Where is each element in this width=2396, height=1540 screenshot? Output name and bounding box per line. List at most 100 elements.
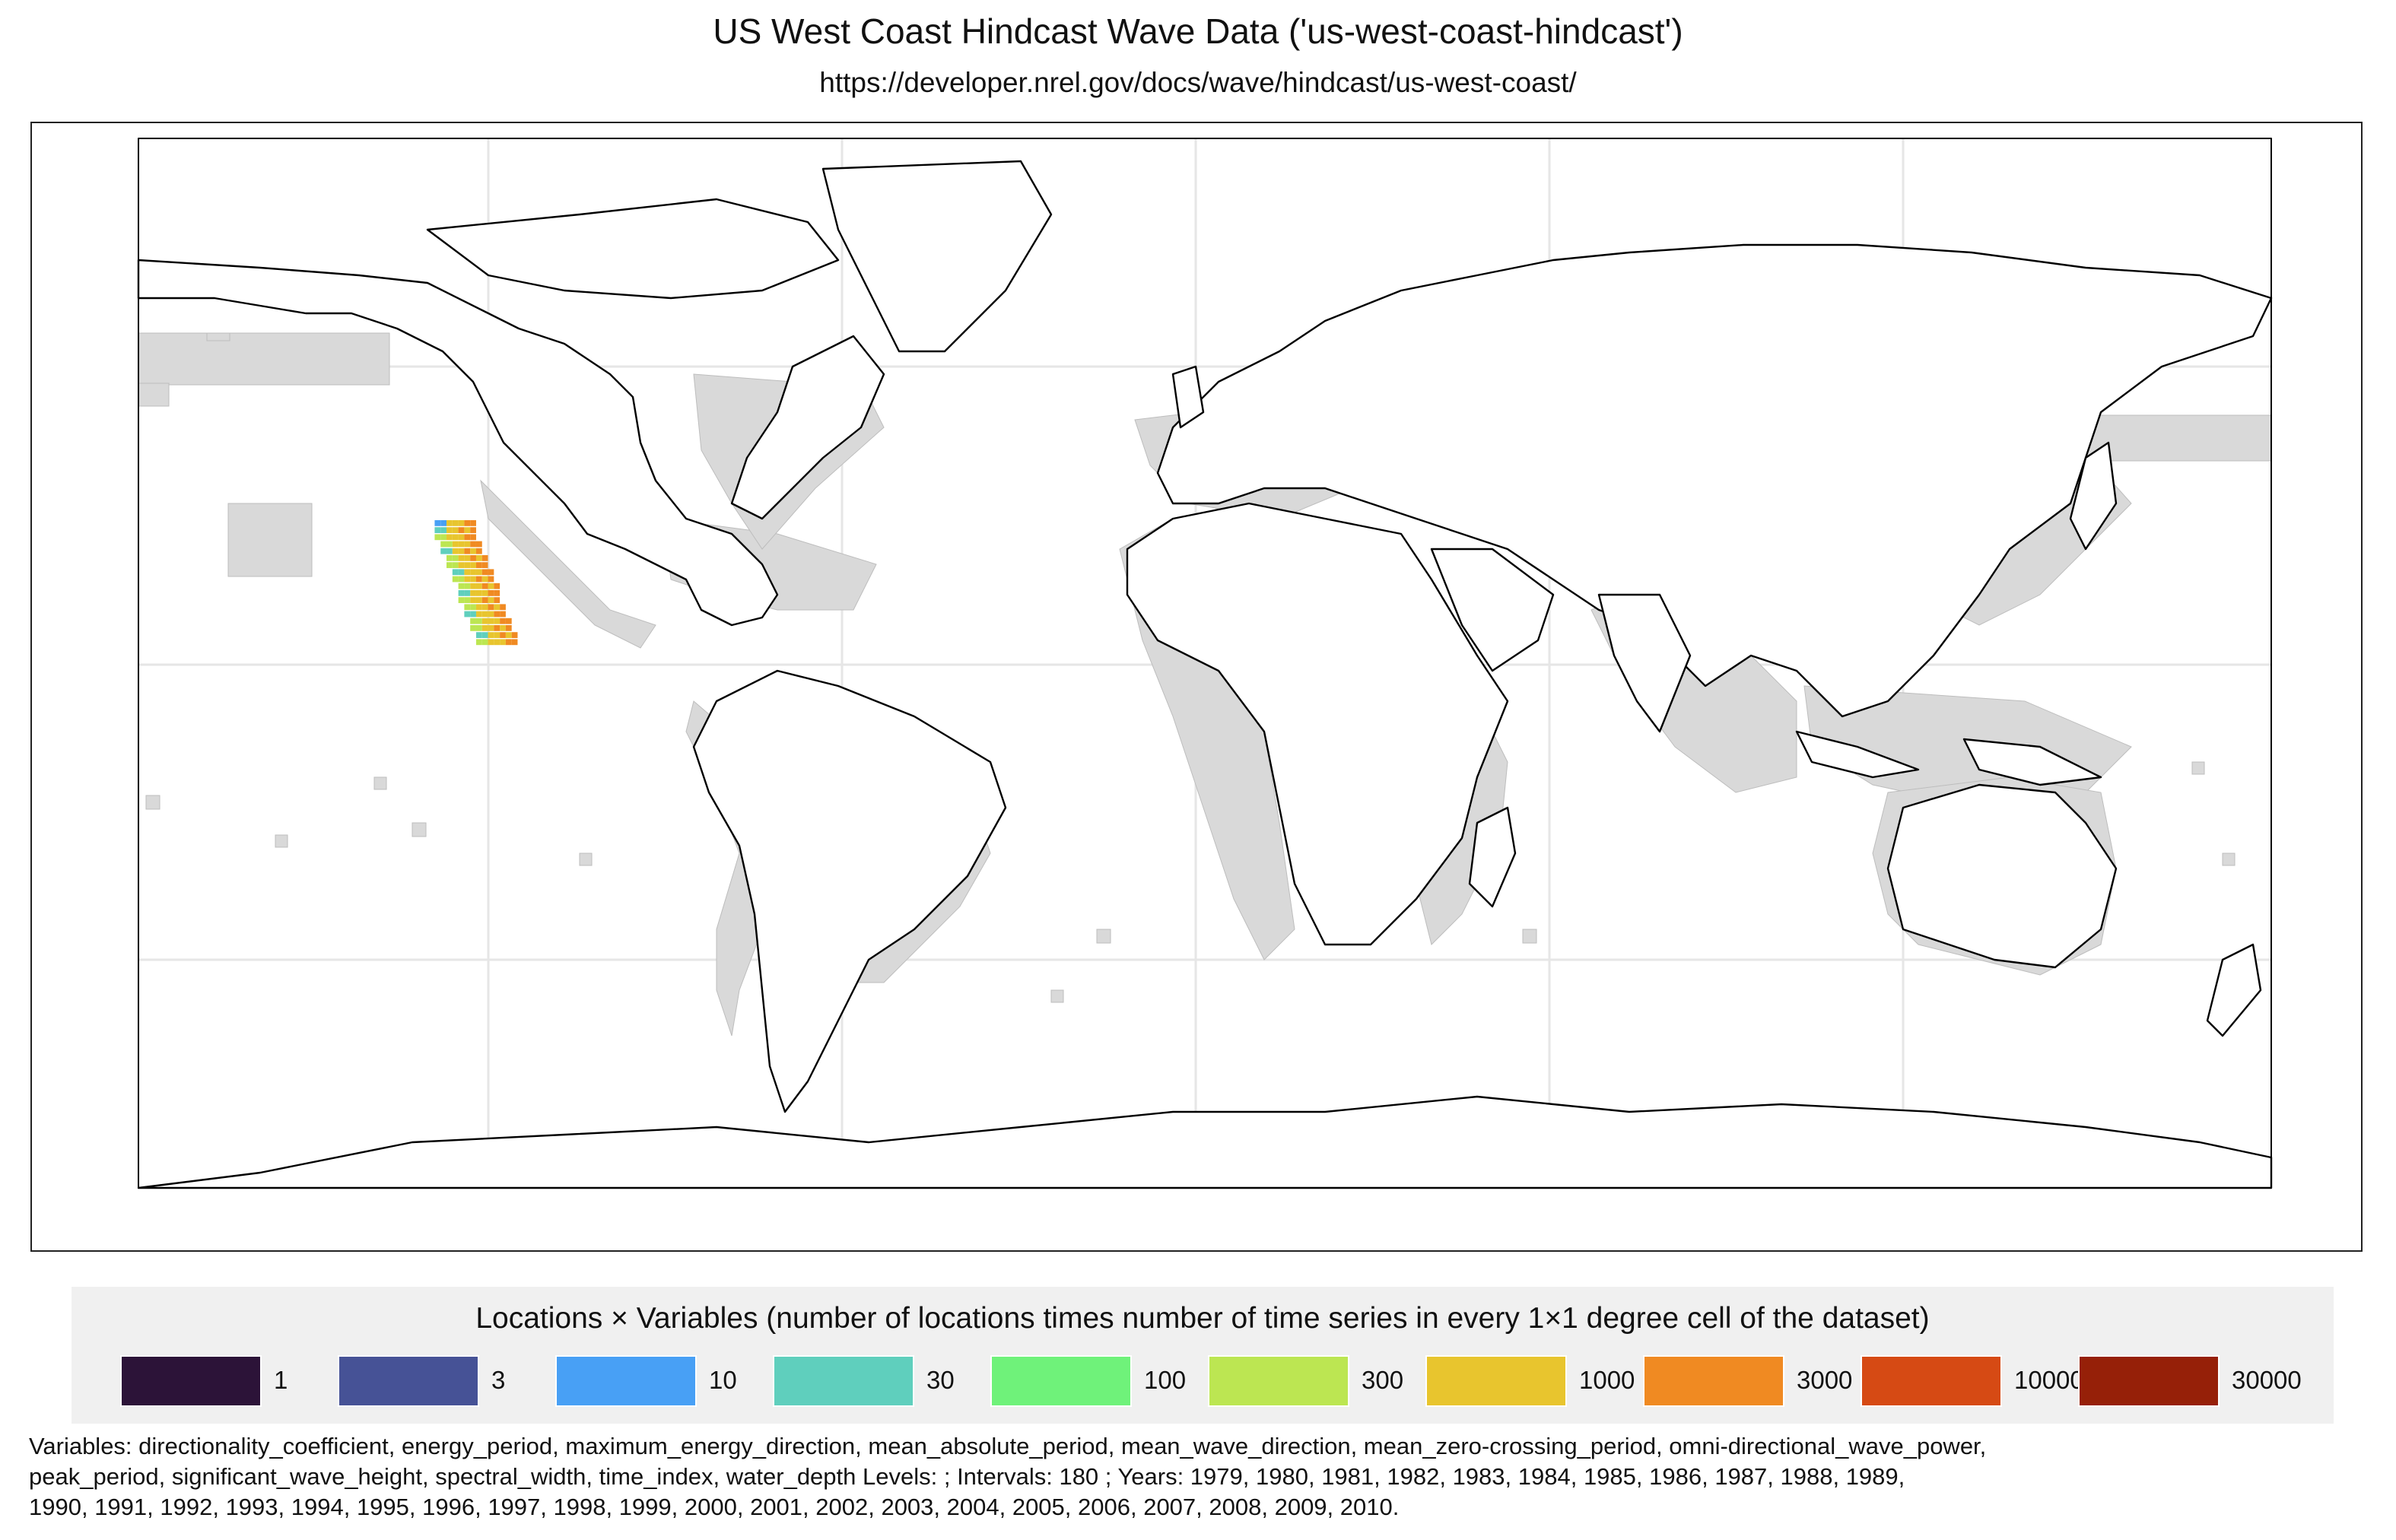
hotspot-cell	[475, 569, 482, 576]
hotspot-cell	[475, 639, 482, 646]
greenland	[821, 160, 1053, 353]
hotspot-cell	[440, 548, 447, 554]
hotspot-cell	[488, 576, 494, 583]
coverage-island	[412, 822, 427, 837]
hotspot-cell	[475, 618, 482, 624]
chart-subtitle: https://developer.nrel.gov/docs/wave/hin…	[819, 67, 1577, 98]
hotspot-cell	[440, 541, 447, 548]
caption-line-2: peak_period, significant_wave_height, sp…	[29, 1463, 1905, 1490]
legend-label: 10000	[2014, 1366, 2084, 1394]
hotspot-cell	[470, 618, 476, 624]
hotspot-cell	[475, 597, 482, 603]
hotspot-cell	[488, 604, 494, 611]
hotspot-cell	[481, 569, 488, 576]
legend-swatch	[1643, 1355, 1784, 1407]
australia	[1886, 783, 2118, 969]
hotspot-cell	[452, 562, 459, 568]
hotspot-cell	[464, 541, 471, 548]
hotspot-cell	[458, 569, 465, 576]
hotspot-cell	[470, 583, 476, 589]
hotspot-cell	[481, 583, 488, 589]
legend-title: Locations × Variables (number of locatio…	[475, 1302, 1930, 1335]
hotspot-cell	[470, 590, 476, 596]
legend-swatch	[1208, 1355, 1349, 1407]
hotspot-cell	[452, 576, 459, 583]
hotspot-cell	[446, 541, 453, 548]
hotspot-cell	[452, 541, 459, 548]
hotspot-cell	[500, 618, 506, 624]
hotspot-cell	[446, 555, 453, 561]
legend-swatch	[990, 1355, 1132, 1407]
hotspot-cell	[505, 639, 512, 646]
hotspot-cell	[464, 576, 471, 583]
hotspot-cell	[475, 541, 482, 548]
hotspot-cell	[470, 541, 476, 548]
africa	[1126, 502, 1509, 946]
hotspot-cell	[505, 625, 512, 631]
hotspot-cell	[488, 625, 494, 631]
hotspot-cell	[458, 597, 465, 603]
hotspot-cell	[481, 639, 488, 646]
map-panel	[30, 122, 2363, 1252]
legend-swatch	[1425, 1355, 1567, 1407]
hotspot-cell	[464, 555, 471, 561]
hotspot-cell	[458, 562, 465, 568]
hotspot-cell	[470, 604, 476, 611]
hotspot-cell	[475, 562, 482, 568]
coverage-island	[2191, 761, 2205, 775]
hotspot-cell	[464, 569, 471, 576]
legend: Locations × Variables (number of locatio…	[71, 1287, 2334, 1424]
hotspot-cell	[481, 555, 488, 561]
hotspot-cell	[475, 590, 482, 596]
india	[1597, 593, 1692, 733]
coverage-island	[145, 795, 160, 810]
hotspot-cell	[440, 520, 447, 526]
hotspot-cell	[470, 576, 476, 583]
hotspot-cell	[434, 534, 441, 541]
hotspot-cell	[452, 534, 459, 541]
hotspot-cell	[481, 590, 488, 596]
indonesia-west	[1795, 730, 1920, 779]
hotspot-cell	[500, 632, 506, 638]
hotspot-cell	[488, 569, 494, 576]
legend-swatch	[1861, 1355, 2002, 1407]
hotspot-cell	[458, 576, 465, 583]
hotspot-cell	[446, 527, 453, 533]
hotspot-cell	[464, 611, 471, 618]
north-america-east	[730, 335, 885, 520]
hotspot-cell	[475, 583, 482, 589]
coverage-island	[1096, 929, 1111, 944]
hotspot-cell	[511, 639, 518, 646]
legend-swatch	[120, 1355, 262, 1407]
hotspot-cell	[458, 583, 465, 589]
hotspot-cell	[481, 562, 488, 568]
hotspot-cell	[475, 555, 482, 561]
hotspot-cell	[452, 555, 459, 561]
hotspot-cell	[464, 562, 471, 568]
north-america-landmass	[137, 259, 779, 627]
coverage-hawaii	[227, 503, 313, 577]
hotspot-cell	[446, 534, 453, 541]
hotspot-cell	[434, 527, 441, 533]
legend-label: 300	[1362, 1366, 1404, 1394]
legend-label: 3	[491, 1366, 506, 1394]
south-america	[692, 669, 1007, 1113]
coverage-island	[2222, 853, 2236, 866]
hotspot-cell	[494, 597, 500, 603]
hotspot-cell	[464, 520, 471, 526]
hotspot-cell	[475, 632, 482, 638]
coverage-north-pacific	[138, 332, 390, 386]
legend-swatch	[555, 1355, 697, 1407]
legend-label: 1	[274, 1366, 288, 1394]
hotspot-cell	[458, 520, 465, 526]
coverage-island	[579, 853, 593, 866]
coverage-island	[1522, 929, 1537, 944]
hotspot-cell	[458, 534, 465, 541]
hotspot-cell	[464, 527, 471, 533]
world-map	[137, 138, 2273, 1250]
hotspot-cell	[488, 597, 494, 603]
coverage-north-pacific-edge	[138, 383, 170, 407]
antarctica	[137, 1095, 2273, 1189]
hotspot-cell	[488, 611, 494, 618]
hotspot-cell	[452, 569, 459, 576]
